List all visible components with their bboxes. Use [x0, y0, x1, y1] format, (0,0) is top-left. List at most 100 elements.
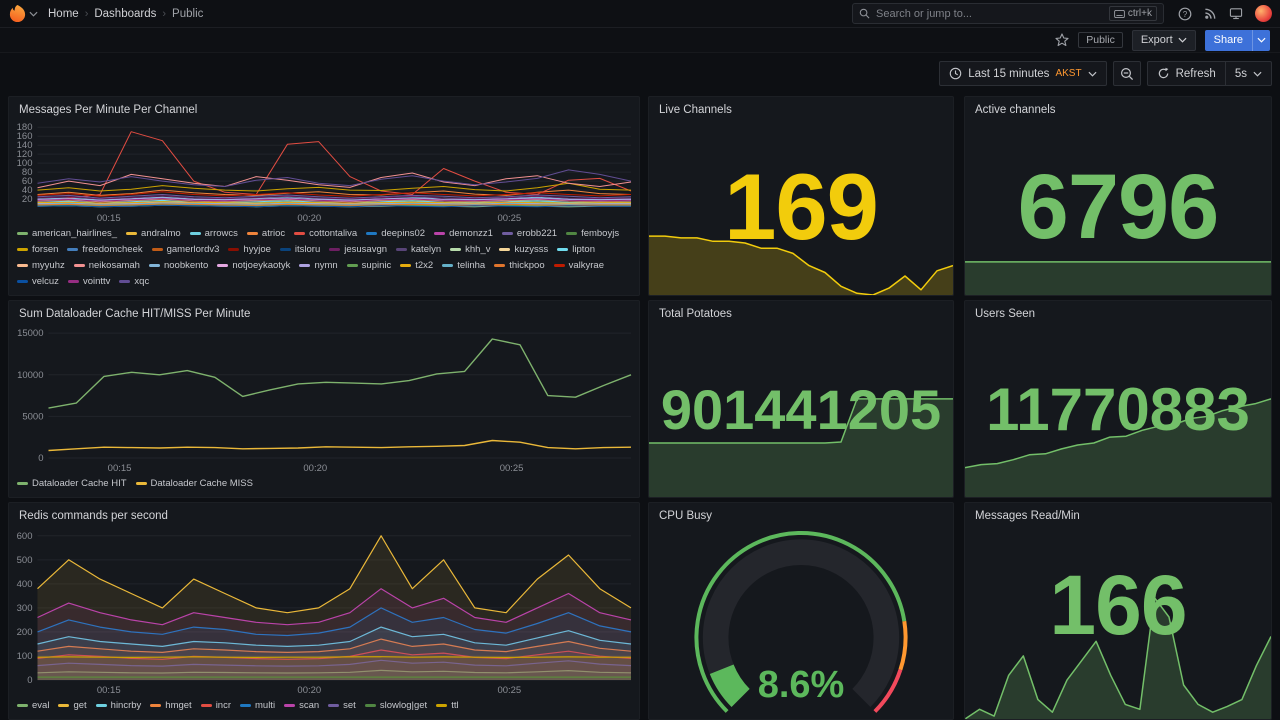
legend-item-jesusavgn[interactable]: jesusavgn — [329, 242, 387, 257]
legend-item-scan[interactable]: scan — [284, 698, 319, 713]
panel-title[interactable]: Messages Read/Min — [975, 510, 1080, 522]
share-button[interactable]: Share — [1204, 29, 1252, 51]
legend-label: notjoeykaotyk — [232, 260, 291, 271]
panel-title[interactable]: Users Seen — [975, 308, 1036, 320]
legend-item-khh_v[interactable]: khh_v — [450, 242, 490, 257]
legend-item-slowlog|get[interactable]: slowlog|get — [364, 698, 428, 713]
svg-text:600: 600 — [17, 531, 33, 542]
legend-item-deepins02[interactable]: deepins02 — [366, 226, 425, 241]
chevron-down-icon — [1257, 37, 1266, 43]
legend-item-thickpoo[interactable]: thickpoo — [494, 258, 545, 273]
svg-text:500: 500 — [17, 555, 33, 566]
legend-item-hyyjoe[interactable]: hyyjoe — [228, 242, 271, 257]
legend-item-ttl[interactable]: ttl — [436, 698, 459, 713]
dataloader-cache-chart[interactable]: 0 5000 10000 15000 00:15 00:20 00:25 — [9, 323, 639, 474]
legend-item-american_hairlines_[interactable]: american_hairlines_ — [17, 226, 117, 241]
legend-item-nymn[interactable]: nymn — [299, 258, 338, 273]
breadcrumb-separator: › — [162, 7, 167, 20]
panel-title[interactable]: Redis commands per second — [19, 510, 168, 522]
legend-swatch — [148, 264, 160, 267]
grafana-logo[interactable] — [8, 4, 27, 23]
share-split-button: Share — [1204, 29, 1270, 51]
legend-label: femboyjs — [581, 228, 620, 239]
legend-item-itsloru[interactable]: itsloru — [279, 242, 320, 257]
panel-title[interactable]: Sum Dataloader Cache HIT/MISS Per Minute — [19, 308, 251, 320]
legend-item-get[interactable]: get — [58, 698, 87, 713]
legend-item-femboyjs[interactable]: femboyjs — [566, 226, 619, 241]
legend-item-lipton[interactable]: lipton — [557, 242, 595, 257]
legend-item-arrowcs[interactable]: arrowcs — [189, 226, 238, 241]
legend-item-forsen[interactable]: forsen — [17, 242, 58, 257]
legend-item-incr[interactable]: incr — [200, 698, 231, 713]
legend-label: hincrby — [110, 700, 142, 711]
search-box[interactable]: ctrl+k — [852, 3, 1164, 24]
legend-label: katelyn — [411, 244, 442, 255]
legend-item-neikosamah[interactable]: neikosamah — [73, 258, 140, 273]
legend-label: hmget — [165, 700, 192, 711]
legend-item-hmget[interactable]: hmget — [150, 698, 192, 713]
panel-title[interactable]: CPU Busy — [659, 510, 713, 522]
legend-swatch — [126, 232, 138, 235]
export-button[interactable]: Export — [1131, 29, 1196, 51]
legend-item-andralmo[interactable]: andralmo — [126, 226, 181, 241]
legend-item-freedomcheek[interactable]: freedomcheek — [67, 242, 143, 257]
legend-swatch — [67, 248, 79, 251]
breadcrumb-home[interactable]: Home — [48, 7, 79, 20]
legend-item-vointtv[interactable]: vointtv — [67, 274, 110, 289]
legend-item-supinic[interactable]: supinic — [346, 258, 391, 273]
time-range-picker[interactable]: Last 15 minutes AKST — [939, 61, 1107, 86]
legend-item-noobkento[interactable]: noobkento — [148, 258, 208, 273]
svg-text:200: 200 — [17, 627, 33, 638]
org-switcher-caret-icon[interactable] — [29, 11, 38, 17]
legend-item-notjoeykaotyk[interactable]: notjoeykaotyk — [217, 258, 290, 273]
redis-commands-chart[interactable]: 0 100 200 300 400 500 600 00:15 00:20 00:25 — [9, 525, 639, 696]
breadcrumb-dashboards[interactable]: Dashboards — [94, 7, 157, 20]
panel-title[interactable]: Active channels — [975, 104, 1056, 116]
legend-swatch — [279, 248, 291, 251]
favorite-star-button[interactable] — [1055, 33, 1069, 47]
legend-label: lipton — [572, 244, 595, 255]
legend-item-valkyrae[interactable]: valkyrae — [553, 258, 604, 273]
refresh-button[interactable]: Refresh — [1146, 61, 1226, 86]
legend-swatch — [17, 280, 28, 283]
legend-item-multi[interactable]: multi — [240, 698, 275, 713]
help-button[interactable]: ? — [1178, 7, 1192, 21]
legend-item-cottontaliva[interactable]: cottontaliva — [294, 226, 357, 241]
legend-item-Dataloader Cache HIT[interactable]: Dataloader Cache HIT — [17, 476, 127, 491]
svg-text:0: 0 — [27, 675, 32, 686]
search-input[interactable] — [876, 7, 1103, 20]
live-channels-value: 169 — [724, 154, 879, 259]
legend-item-xqc[interactable]: xqc — [119, 274, 149, 289]
share-menu-button[interactable] — [1252, 29, 1270, 51]
legend-item-kuzysss[interactable]: kuzysss — [499, 242, 548, 257]
legend-item-telinha[interactable]: telinha — [442, 258, 485, 273]
legend-item-set[interactable]: set — [328, 698, 356, 713]
zoom-out-time-button[interactable] — [1112, 61, 1141, 86]
dataloader-legend: Dataloader Cache HIT Dataloader Cache MIS… — [9, 474, 639, 497]
legend-item-erobb221[interactable]: erobb221 — [501, 226, 557, 241]
panel-title[interactable]: Messages Per Minute Per Channel — [19, 104, 198, 116]
legend-item-Dataloader Cache MISS[interactable]: Dataloader Cache MISS — [135, 476, 253, 491]
breadcrumb-public[interactable]: Public — [172, 7, 204, 20]
legend-item-eval[interactable]: eval — [17, 698, 49, 713]
news-button[interactable] — [1204, 7, 1217, 20]
legend-item-velcuz[interactable]: velcuz — [17, 274, 59, 289]
legend-item-katelyn[interactable]: katelyn — [396, 242, 441, 257]
legend-label: valkyrae — [568, 260, 604, 271]
display-button[interactable] — [1229, 7, 1243, 20]
refresh-interval-dropdown[interactable]: 5s — [1225, 61, 1272, 86]
legend-swatch — [17, 248, 28, 251]
panel-title[interactable]: Live Channels — [659, 104, 732, 116]
legend-item-atrioc[interactable]: atrioc — [246, 226, 285, 241]
panel-title[interactable]: Total Potatoes — [659, 308, 732, 320]
legend-item-hincrby[interactable]: hincrby — [95, 698, 142, 713]
messages-per-minute-chart[interactable]: 20 40 60 80 100 120 140 160 180 00:15 00:20 00:25 — [9, 119, 639, 224]
user-avatar[interactable] — [1255, 5, 1272, 22]
panel-dataloader-cache: Sum Dataloader Cache HIT/MISS Per Minute… — [8, 300, 640, 498]
legend-item-gamerlordv3[interactable]: gamerlordv3 — [151, 242, 219, 257]
legend-item-myyuhz[interactable]: myyuhz — [17, 258, 65, 273]
svg-text:00:20: 00:20 — [303, 463, 327, 474]
legend-item-t2x2[interactable]: t2x2 — [400, 258, 433, 273]
legend-item-demonzz1[interactable]: demonzz1 — [434, 226, 493, 241]
legend-label: slowlog|get — [379, 700, 428, 711]
